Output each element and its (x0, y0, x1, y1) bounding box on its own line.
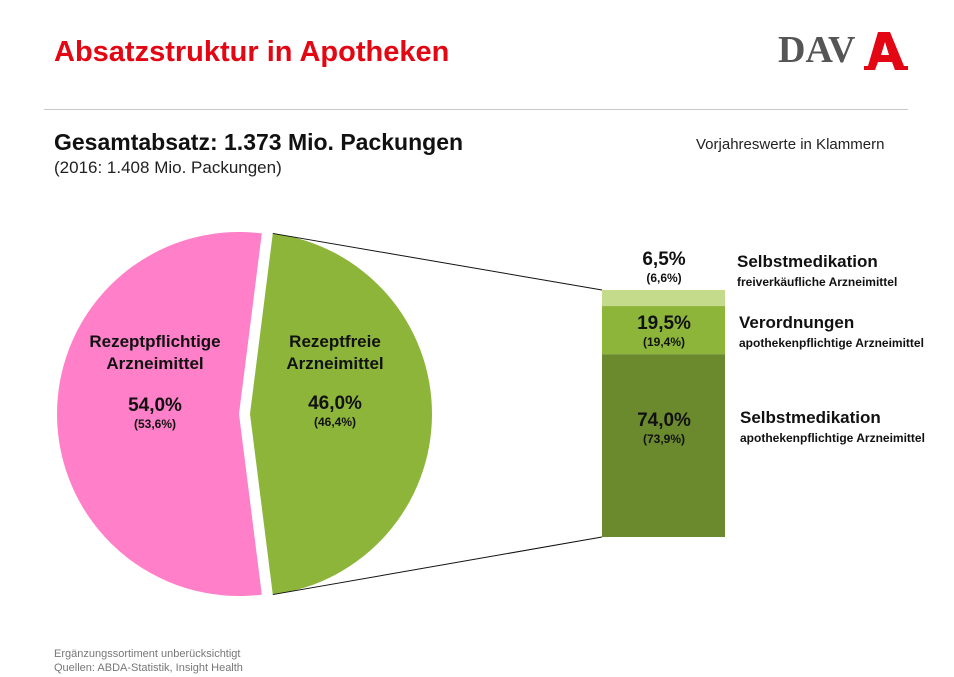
bar-segment-0 (602, 290, 725, 307)
legend-title: Verordnungen (739, 313, 855, 332)
bar-label-1: 19,5% (19,4%) (602, 313, 726, 349)
slice-label-rezeptpflichtig: Rezeptpflichtige Arzneimittel 54,0% (53,… (70, 331, 240, 431)
slice-value: 54,0% (128, 395, 182, 416)
pie-slice-rezeptfrei (250, 233, 433, 595)
bar-segment-1 (602, 306, 725, 355)
bar-segment-2 (602, 354, 725, 537)
previous-year-note: Vorjahreswerte in Klammern (696, 136, 885, 153)
sources-line: Quellen: ABDA-Statistik, Insight Health (54, 662, 243, 674)
segment-previous-value: (73,9%) (642, 432, 686, 446)
slide-title: Absatzstruktur in Apotheken (54, 36, 450, 68)
slice-label-line: Arzneimittel (286, 354, 384, 373)
bar-label-0: 6,5% (6,6%) (602, 249, 726, 285)
legend-subtitle: apothekenpflichtige Arzneimittel (739, 336, 924, 350)
dav-logo: DAV (778, 28, 908, 77)
slice-previous-value: (53,6%) (133, 417, 177, 431)
legend-subtitle: apothekenpflichtige Arzneimittel (740, 431, 925, 445)
slice-label-line: Arzneimittel (106, 354, 204, 373)
divider (44, 109, 908, 110)
segment-value: 6,5% (642, 249, 686, 270)
segment-value: 19,5% (637, 313, 691, 334)
slice-value: 46,0% (308, 393, 362, 414)
legend-selbstmedikation-freiverkaeuflich: Selbstmedikation freiverkäufliche Arznei… (737, 252, 897, 289)
total-sales: Gesamtabsatz: 1.373 Mio. Packungen (54, 129, 464, 155)
footnote: Ergänzungssortiment unberücksichtigt Que… (54, 647, 243, 675)
logo-text: DAV (778, 29, 856, 71)
connector-line-bottom (272, 536, 603, 596)
apotheken-a-icon (864, 32, 908, 70)
slice-label-line: Rezeptpflichtige (89, 332, 221, 351)
legend-selbstmedikation-apothekenpflichtig: Selbstmedikation apothekenpflichtige Arz… (740, 408, 925, 445)
pie-slice-rezeptpflichtig (57, 231, 262, 596)
segment-previous-value: (19,4%) (642, 335, 686, 349)
slice-label-rezeptfrei: Rezeptfreie Arzneimittel 46,0% (46,4%) (260, 331, 410, 429)
segment-previous-value: (6,6%) (646, 271, 682, 285)
slice-previous-value: (46,4%) (313, 415, 357, 429)
total-sales-previous: (2016: 1.408 Mio. Packungen) (54, 158, 282, 177)
footnote-line: Ergänzungssortiment unberücksichtigt (54, 648, 241, 660)
slice-label-line: Rezeptfreie (289, 332, 381, 351)
legend-subtitle: freiverkäufliche Arzneimittel (737, 275, 898, 289)
bar-label-2: 74,0% (73,9%) (602, 410, 726, 446)
legend-verordnungen: Verordnungen apothekenpflichtige Arzneim… (739, 313, 924, 350)
connector-line-top (272, 232, 603, 291)
segment-value: 74,0% (637, 410, 691, 431)
legend-title: Selbstmedikation (740, 408, 881, 427)
legend-title: Selbstmedikation (737, 252, 878, 271)
